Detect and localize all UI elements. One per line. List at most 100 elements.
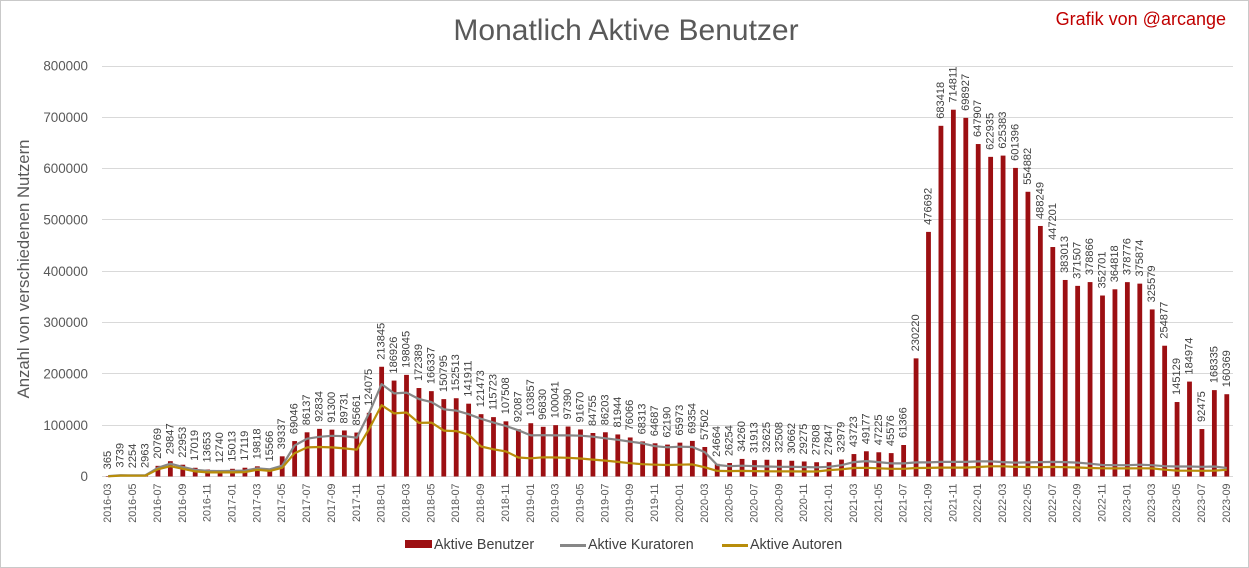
svg-text:2020-11: 2020-11 [798, 483, 810, 521]
svg-text:300000: 300000 [43, 315, 88, 330]
svg-text:2020-09: 2020-09 [773, 483, 785, 522]
svg-text:141911: 141911 [463, 360, 475, 396]
svg-text:184974: 184974 [1184, 338, 1196, 375]
svg-text:69354: 69354 [686, 403, 698, 434]
svg-text:85661: 85661 [351, 395, 363, 426]
svg-text:2018-03: 2018-03 [401, 483, 413, 522]
svg-text:27808: 27808 [811, 424, 823, 455]
svg-text:32625: 32625 [761, 422, 773, 453]
svg-text:375874: 375874 [1134, 240, 1146, 277]
svg-text:2019-03: 2019-03 [550, 483, 562, 522]
svg-text:12740: 12740 [214, 432, 226, 463]
svg-text:31913: 31913 [749, 422, 761, 453]
svg-text:2023-01: 2023-01 [1121, 483, 1133, 522]
svg-text:447201: 447201 [1047, 203, 1059, 240]
svg-text:2019-09: 2019-09 [624, 483, 636, 522]
svg-text:76066: 76066 [624, 400, 636, 431]
svg-text:17019: 17019 [189, 430, 201, 461]
svg-text:32979: 32979 [836, 422, 848, 453]
svg-text:2018-11: 2018-11 [500, 483, 512, 521]
svg-text:2021-09: 2021-09 [923, 483, 935, 522]
svg-text:601396: 601396 [1010, 124, 1022, 161]
svg-text:172389: 172389 [413, 344, 425, 381]
svg-text:64687: 64687 [649, 405, 661, 436]
svg-text:26254: 26254 [724, 425, 736, 456]
svg-text:15013: 15013 [227, 431, 239, 462]
svg-text:378866: 378866 [1084, 238, 1096, 275]
svg-text:86203: 86203 [599, 394, 611, 425]
svg-text:2019-05: 2019-05 [575, 483, 587, 522]
svg-text:2018-09: 2018-09 [475, 483, 487, 522]
svg-text:600000: 600000 [43, 161, 88, 176]
svg-text:2254: 2254 [127, 444, 139, 469]
svg-text:92834: 92834 [314, 391, 326, 422]
svg-text:2022-09: 2022-09 [1072, 483, 1084, 522]
svg-text:107508: 107508 [500, 377, 512, 414]
svg-text:68313: 68313 [637, 404, 649, 435]
svg-text:32508: 32508 [773, 422, 785, 453]
svg-text:378776: 378776 [1121, 238, 1133, 275]
svg-text:2017-09: 2017-09 [326, 483, 338, 522]
svg-text:91300: 91300 [326, 392, 338, 423]
svg-text:20769: 20769 [152, 428, 164, 459]
svg-text:2019-07: 2019-07 [599, 483, 611, 522]
svg-text:100000: 100000 [43, 418, 88, 433]
svg-text:103857: 103857 [525, 379, 537, 416]
svg-text:2018-05: 2018-05 [425, 483, 437, 522]
svg-text:2020-03: 2020-03 [699, 483, 711, 522]
svg-text:700000: 700000 [43, 110, 88, 125]
svg-text:2019-01: 2019-01 [525, 483, 537, 522]
svg-text:364818: 364818 [1109, 245, 1121, 282]
svg-text:86137: 86137 [301, 394, 313, 425]
svg-text:39337: 39337 [276, 418, 288, 449]
svg-text:22953: 22953 [177, 427, 189, 458]
svg-text:29847: 29847 [164, 423, 176, 454]
svg-text:2017-01: 2017-01 [227, 483, 239, 522]
svg-text:65973: 65973 [674, 405, 686, 436]
svg-text:160369: 160369 [1221, 350, 1233, 387]
svg-text:17119: 17119 [239, 431, 251, 461]
svg-text:Anzahl von verschiedenen Nutze: Anzahl von verschiedenen Nutzern [14, 140, 33, 399]
svg-text:500000: 500000 [43, 213, 88, 228]
svg-text:647907: 647907 [972, 100, 984, 137]
svg-text:2018-01: 2018-01 [376, 483, 388, 522]
svg-text:3739: 3739 [115, 443, 127, 468]
svg-text:49177: 49177 [860, 413, 872, 444]
svg-text:30662: 30662 [786, 423, 798, 454]
svg-text:2021-03: 2021-03 [848, 483, 860, 522]
svg-text:96830: 96830 [537, 389, 549, 420]
svg-text:91670: 91670 [575, 392, 587, 423]
svg-text:2020-05: 2020-05 [724, 483, 736, 522]
svg-text:625383: 625383 [997, 112, 1009, 149]
svg-text:Grafik von @arcange: Grafik von @arcange [1056, 9, 1226, 29]
svg-text:43723: 43723 [848, 416, 860, 447]
svg-text:15566: 15566 [264, 431, 276, 462]
svg-text:230220: 230220 [910, 314, 922, 351]
svg-text:166337: 166337 [425, 347, 437, 384]
svg-text:92475: 92475 [1196, 391, 1208, 422]
svg-text:365: 365 [102, 451, 114, 470]
svg-text:89731: 89731 [338, 393, 350, 424]
svg-text:45576: 45576 [885, 415, 897, 446]
svg-text:19818: 19818 [251, 428, 263, 459]
svg-text:2017-03: 2017-03 [251, 483, 263, 522]
svg-text:200000: 200000 [43, 367, 88, 382]
svg-text:400000: 400000 [43, 264, 88, 279]
svg-text:2021-11: 2021-11 [947, 483, 959, 521]
svg-text:2017-05: 2017-05 [276, 483, 288, 522]
svg-text:254877: 254877 [1159, 302, 1171, 339]
svg-text:2023-07: 2023-07 [1196, 483, 1208, 522]
svg-text:488249: 488249 [1034, 182, 1046, 219]
svg-text:2016-09: 2016-09 [177, 483, 189, 522]
svg-text:2016-05: 2016-05 [127, 483, 139, 522]
svg-text:124075: 124075 [363, 369, 375, 406]
svg-text:2021-05: 2021-05 [873, 483, 885, 522]
svg-text:57502: 57502 [699, 409, 711, 440]
svg-text:168335: 168335 [1208, 346, 1220, 383]
svg-text:69046: 69046 [289, 403, 301, 434]
svg-text:383013: 383013 [1059, 236, 1071, 273]
svg-text:371507: 371507 [1072, 242, 1084, 279]
svg-text:Aktive Autoren: Aktive Autoren [750, 537, 842, 553]
svg-text:34260: 34260 [736, 421, 748, 452]
svg-text:2018-07: 2018-07 [450, 483, 462, 522]
